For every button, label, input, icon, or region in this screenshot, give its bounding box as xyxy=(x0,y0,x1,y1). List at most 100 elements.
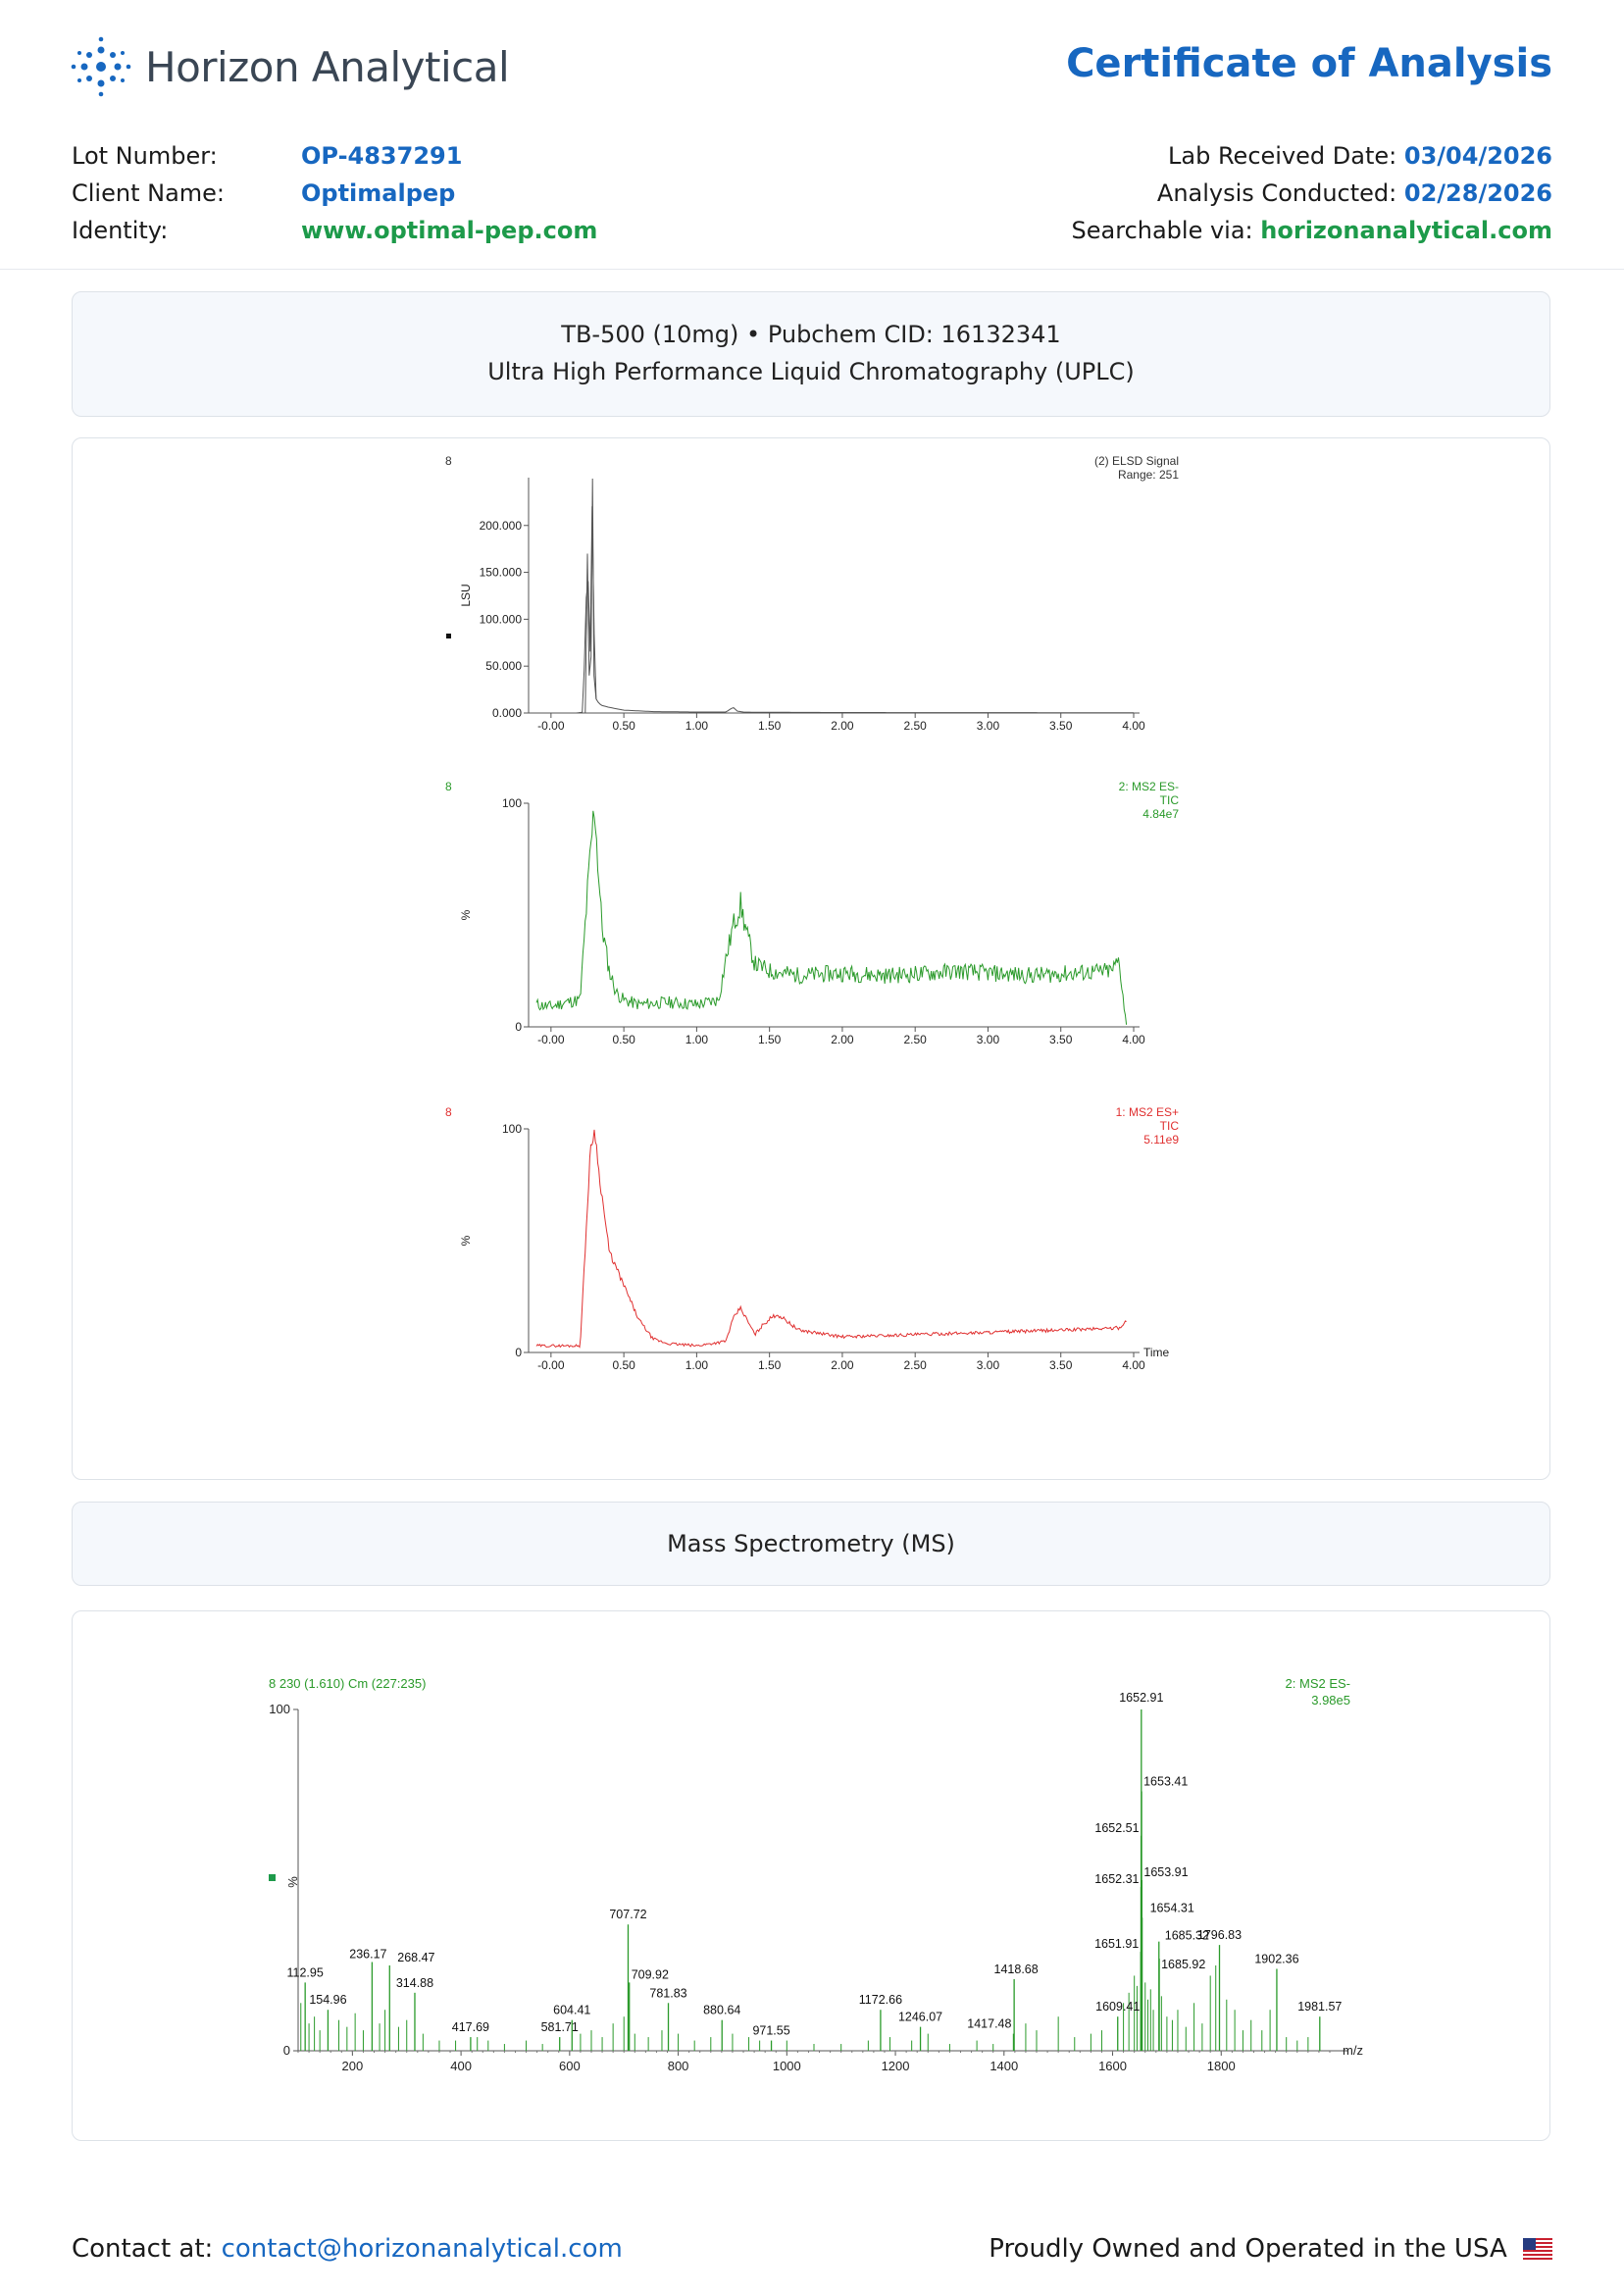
searchable-link[interactable]: horizonanalytical.com xyxy=(1260,217,1552,244)
x-tick-label: 1800 xyxy=(1207,2059,1236,2073)
sample-id: 8 xyxy=(445,454,452,468)
x-tick-label: 2.50 xyxy=(904,1033,928,1046)
peak-label: 1653.91 xyxy=(1143,1865,1188,1879)
chromatogram-panel-1: -0.00 0.50 1.00 1.50 2.00 2.50 3.00 3.50 4.00 0.0… xyxy=(445,454,1179,733)
x-axis-label: Time xyxy=(1143,1346,1170,1359)
chromatogram-figure: -0.00 0.50 1.00 1.50 2.00 2.50 3.00 3.50 4.00 0.0… xyxy=(445,454,1179,1372)
molecule-logo-icon xyxy=(71,36,131,97)
trace-title: (2) ELSD Signal xyxy=(1094,454,1179,468)
report-header: Horizon Analytical Certificate of Analys… xyxy=(0,0,1624,270)
peak-label: 112.95 xyxy=(287,1965,324,1979)
trace-line xyxy=(535,1129,1127,1349)
contact-block: Contact at: contact@horizonanalytical.co… xyxy=(72,2234,623,2264)
x-tick-label: 800 xyxy=(668,2059,689,2073)
trace-title: 1: MS2 ES+ xyxy=(1116,1105,1179,1119)
document-title: Certificate of Analysis xyxy=(1066,41,1552,86)
analysis-date-value: 02/28/2026 xyxy=(1403,179,1552,207)
chromatogram-panel-2: -0.00 0.50 1.00 1.50 2.00 2.50 3.00 3.50 4.00 0 10… xyxy=(445,780,1179,1046)
ms-title: Mass Spectrometry (MS) xyxy=(667,1530,955,1557)
x-tick-label: 1.50 xyxy=(758,1033,782,1046)
marker-square-icon xyxy=(446,634,451,638)
mass-spectrum-figure: 200 400 600 800 1000 1200 1400 1600 1800 0 100% m/z… xyxy=(269,1676,1363,2073)
x-tick-label: 600 xyxy=(559,2059,581,2073)
peak-label: 581.71 xyxy=(541,2020,579,2034)
searchable-label: Searchable via: xyxy=(1071,217,1253,244)
marker-square-icon xyxy=(269,1874,276,1881)
x-tick-label: 2.00 xyxy=(831,719,854,733)
client-name-value: Optimalpep xyxy=(301,179,456,207)
x-tick-label: 3.00 xyxy=(977,719,1000,733)
x-tick-label: 1000 xyxy=(773,2059,801,2073)
peak-label: 1652.91 xyxy=(1119,1691,1163,1705)
peak-label: 709.92 xyxy=(632,1967,669,1981)
x-tick-label: 2.00 xyxy=(831,1358,854,1372)
ms-spectrum-card: 200 400 600 800 1000 1200 1400 1600 1800 0 100% m/z… xyxy=(72,1610,1550,2141)
y-tick-label: 200.000 xyxy=(480,519,523,533)
received-date-label: Lab Received Date: xyxy=(1168,142,1397,170)
analysis-date-label: Analysis Conducted: xyxy=(1156,179,1397,207)
trace-subtitle: TIC xyxy=(1160,793,1180,807)
tagline: Proudly Owned and Operated in the USA xyxy=(989,2234,1507,2264)
info-right: Lab Received Date: 03/04/2026 Analysis C… xyxy=(1072,137,1552,249)
peak-label: 1654.31 xyxy=(1150,1901,1194,1914)
brand-logo: Horizon Analytical xyxy=(71,35,510,98)
peak-label: 1418.68 xyxy=(994,1963,1039,1976)
x-tick-label: 3.50 xyxy=(1049,1358,1073,1372)
page-footer: Contact at: contact@horizonanalytical.co… xyxy=(72,2234,1552,2264)
peak-label: 417.69 xyxy=(452,2020,489,2034)
peak-label: 1651.91 xyxy=(1094,1937,1139,1951)
received-date-value: 03/04/2026 xyxy=(1403,142,1552,170)
y-axis-label: LSU xyxy=(459,584,473,606)
x-tick-label: 3.00 xyxy=(977,1033,1000,1046)
peak-label: 1652.31 xyxy=(1094,1872,1139,1886)
x-tick-label: 2.00 xyxy=(831,1033,854,1046)
x-tick-label: 1600 xyxy=(1098,2059,1127,2073)
trace-subtitle: Range: 251 xyxy=(1118,468,1179,482)
x-tick-label: 4.00 xyxy=(1122,1358,1145,1372)
x-tick-label: 1.50 xyxy=(758,1358,782,1372)
x-tick-label: 3.00 xyxy=(977,1358,1000,1372)
peak-label: 1652.51 xyxy=(1094,1821,1139,1835)
x-tick-label: 200 xyxy=(342,2059,364,2073)
info-row-conducted: Analysis Conducted: 02/28/2026 xyxy=(1072,175,1552,212)
info-row-lot: Lot Number: OP-4837291 xyxy=(72,137,597,175)
peak-label: 1685.32 xyxy=(1165,1929,1209,1943)
peak-label: 971.55 xyxy=(752,2024,789,2038)
x-tick-label: -0.00 xyxy=(537,1358,565,1372)
y-tick-label: 0 xyxy=(283,2043,290,2058)
x-tick-label: 2.50 xyxy=(904,1358,928,1372)
x-tick-label: 1.00 xyxy=(685,1033,709,1046)
y-axis-label: % xyxy=(459,1235,473,1246)
trace-intensity: 4.84e7 xyxy=(1142,807,1179,821)
spectrum-plot: 200 400 600 800 1000 1200 1400 1600 1800 0 100% m/z… xyxy=(269,1676,1363,2073)
peak-label: 1902.36 xyxy=(1254,1952,1298,1965)
info-left: Lot Number: OP-4837291 Client Name: Opti… xyxy=(72,137,597,249)
y-tick-label: 0 xyxy=(515,1346,522,1359)
peak-label: 707.72 xyxy=(609,1908,646,1921)
y-tick-label: 100 xyxy=(502,796,522,810)
y-tick-label: 50.000 xyxy=(485,659,522,673)
uplc-title-card: TB-500 (10mg) • Pubchem CID: 16132341 Ul… xyxy=(72,291,1550,417)
x-tick-label: 2.50 xyxy=(904,719,928,733)
identity-label: Identity: xyxy=(72,217,169,244)
ms-title-card: Mass Spectrometry (MS) xyxy=(72,1502,1550,1586)
lot-number-value: OP-4837291 xyxy=(301,142,463,170)
peak-label: 1417.48 xyxy=(967,2017,1011,2031)
tagline-block: Proudly Owned and Operated in the USA xyxy=(989,2234,1552,2264)
x-tick-label: 1200 xyxy=(882,2059,910,2073)
y-tick-label: 100 xyxy=(269,1702,290,1716)
contact-email-link[interactable]: contact@horizonanalytical.com xyxy=(221,2234,623,2264)
uplc-chromatogram-card: -0.00 0.50 1.00 1.50 2.00 2.50 3.00 3.50 4.00 0.0… xyxy=(72,437,1550,1480)
method-line: Ultra High Performance Liquid Chromatogr… xyxy=(487,358,1135,385)
info-row-identity: Identity: www.optimal-pep.com xyxy=(72,212,597,249)
x-tick-label: 4.00 xyxy=(1122,719,1145,733)
identity-link[interactable]: www.optimal-pep.com xyxy=(301,217,598,244)
y-axis-label: % xyxy=(459,909,473,920)
peak-label: 236.17 xyxy=(349,1948,386,1962)
compound-line: TB-500 (10mg) • Pubchem CID: 16132341 xyxy=(561,321,1061,348)
client-name-label: Client Name: xyxy=(72,179,225,207)
peak-label: 1653.41 xyxy=(1143,1775,1188,1789)
y-tick-label: 100.000 xyxy=(480,612,523,626)
trace-line xyxy=(536,506,1134,714)
peak-label: 1685.92 xyxy=(1161,1958,1205,1971)
